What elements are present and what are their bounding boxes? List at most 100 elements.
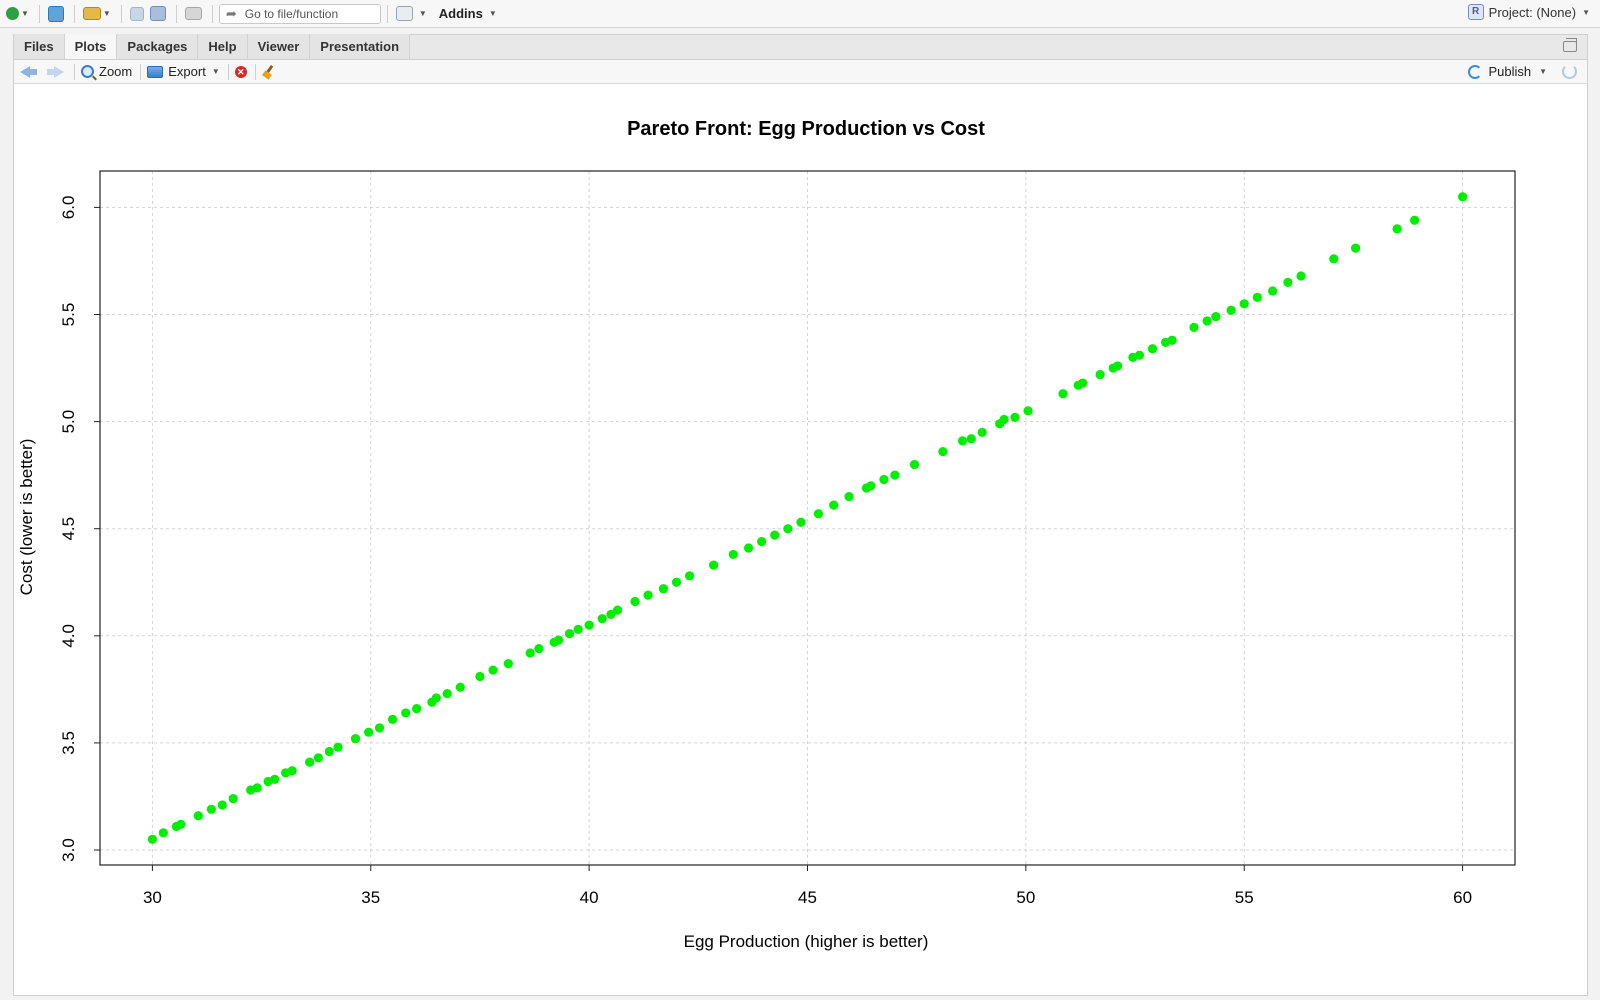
- data-point: [1296, 271, 1306, 281]
- refresh-icon[interactable]: [1562, 64, 1577, 79]
- grid-lines: [100, 171, 1515, 865]
- chart-title: Pareto Front: Egg Production vs Cost: [627, 118, 985, 140]
- data-point: [671, 577, 682, 587]
- remove-plot-icon: ✕: [234, 65, 247, 78]
- data-point: [287, 766, 297, 776]
- save-all-button[interactable]: [148, 3, 168, 25]
- new-project-icon: [47, 5, 64, 22]
- print-button[interactable]: [183, 3, 204, 25]
- tab-packages[interactable]: Packages: [117, 34, 199, 59]
- data-point: [1283, 277, 1293, 287]
- data-point: [709, 560, 719, 570]
- data-point: [388, 714, 398, 724]
- data-point: [1226, 305, 1236, 315]
- tab-presentation[interactable]: Presentation: [310, 34, 411, 59]
- next-plot-icon[interactable]: [46, 65, 64, 79]
- broom-icon: [262, 65, 276, 79]
- data-point: [757, 536, 767, 547]
- zoom-button[interactable]: Zoom: [81, 64, 132, 79]
- y-axis: 3.0 3.5 4.0 4.5 5.0 5.5 6.0: [59, 196, 100, 862]
- data-point: [966, 434, 976, 444]
- data-point: [193, 811, 203, 821]
- x-tick-label: 50: [1016, 888, 1035, 907]
- chevron-down-icon: ▼: [211, 67, 220, 76]
- open-file-button[interactable]: ▼: [81, 3, 113, 25]
- data-point: [879, 474, 889, 485]
- x-tick-label: 40: [580, 888, 599, 907]
- new-project-button[interactable]: [46, 3, 66, 25]
- data-point: [1350, 243, 1361, 253]
- data-point: [324, 746, 334, 757]
- data-point: [350, 734, 361, 744]
- data-point: [553, 635, 564, 645]
- data-point: [796, 517, 806, 527]
- previous-plot-icon[interactable]: [20, 65, 38, 79]
- tab-files[interactable]: Files: [14, 34, 65, 59]
- plots-toolbar: Zoom Export ▼ ✕ Publish ▼: [14, 60, 1587, 84]
- y-tick-label: 5.0: [59, 410, 78, 434]
- data-point: [728, 549, 738, 560]
- project-menu[interactable]: R Project: (None) ▼: [1467, 4, 1590, 20]
- toolbar-divider: [211, 4, 213, 23]
- data-point: [658, 584, 668, 594]
- maximize-pane-icon[interactable]: [1563, 38, 1577, 52]
- magnifier-icon: [81, 65, 94, 78]
- scatter-chart: 30 35 40 45 50 55 60 3.0 3.5 4.0 4.5 5.0 5.5 6.0 Par…: [17, 118, 1516, 951]
- publish-icon: [1468, 64, 1483, 79]
- remove-plot-button[interactable]: ✕: [234, 65, 247, 78]
- y-tick-label: 4.0: [59, 624, 78, 648]
- save-icon: [129, 6, 144, 21]
- tab-help[interactable]: Help: [198, 34, 248, 59]
- clear-all-plots-button[interactable]: [262, 65, 276, 79]
- toolbar-divider: [140, 63, 142, 80]
- addins-menu[interactable]: Addins ▼: [431, 3, 499, 25]
- toolbar-divider: [386, 4, 388, 23]
- goto-file-function-input[interactable]: ➦ Go to file/function: [218, 3, 381, 24]
- new-file-icon: [6, 7, 19, 20]
- save-button[interactable]: [128, 3, 146, 25]
- data-point: [630, 596, 640, 607]
- export-label: Export: [168, 64, 206, 79]
- data-point: [534, 644, 544, 654]
- chevron-down-icon: ▼: [1582, 7, 1590, 17]
- publish-menu[interactable]: Publish ▼: [1468, 64, 1547, 79]
- data-point: [1268, 286, 1278, 296]
- pane-layout-button[interactable]: ▼: [394, 3, 429, 25]
- zoom-label: Zoom: [99, 64, 133, 79]
- files-plots-pane: Files Plots Packages Help Viewer Present…: [13, 34, 1588, 996]
- toolbar-divider: [175, 4, 177, 23]
- data-point: [401, 708, 411, 718]
- data-point: [1167, 335, 1177, 345]
- toolbar-divider: [74, 63, 75, 80]
- tab-viewer[interactable]: Viewer: [247, 34, 311, 59]
- data-point: [743, 543, 754, 553]
- data-point: [333, 742, 343, 752]
- data-point: [475, 671, 485, 682]
- data-point: [363, 727, 374, 737]
- data-point: [844, 491, 854, 502]
- pane-tabs: Files Plots Packages Help Viewer Present…: [14, 34, 1587, 60]
- y-tick-label: 3.0: [59, 838, 78, 862]
- new-file-button[interactable]: ▼: [4, 3, 31, 25]
- y-tick-label: 4.5: [59, 517, 78, 541]
- data-point: [612, 605, 623, 615]
- data-point: [643, 590, 653, 600]
- data-point: [442, 689, 452, 699]
- tab-plots[interactable]: Plots: [64, 34, 118, 59]
- chevron-down-icon: ▼: [418, 9, 427, 18]
- data-point: [1457, 192, 1468, 202]
- data-point: [606, 609, 616, 619]
- data-point: [1409, 215, 1420, 225]
- x-axis: 30 35 40 45 50 55 60: [143, 865, 1472, 907]
- y-tick-label: 6.0: [59, 196, 78, 220]
- data-point: [684, 571, 695, 581]
- data-point: [1392, 224, 1402, 234]
- export-menu[interactable]: Export ▼: [147, 64, 220, 79]
- grid-layout-icon: [395, 6, 413, 21]
- data-point: [1329, 254, 1339, 264]
- save-all-icon: [149, 6, 166, 21]
- data-point: [1202, 316, 1212, 326]
- data-point: [1239, 299, 1249, 309]
- data-point: [938, 446, 948, 457]
- data-point: [147, 834, 158, 844]
